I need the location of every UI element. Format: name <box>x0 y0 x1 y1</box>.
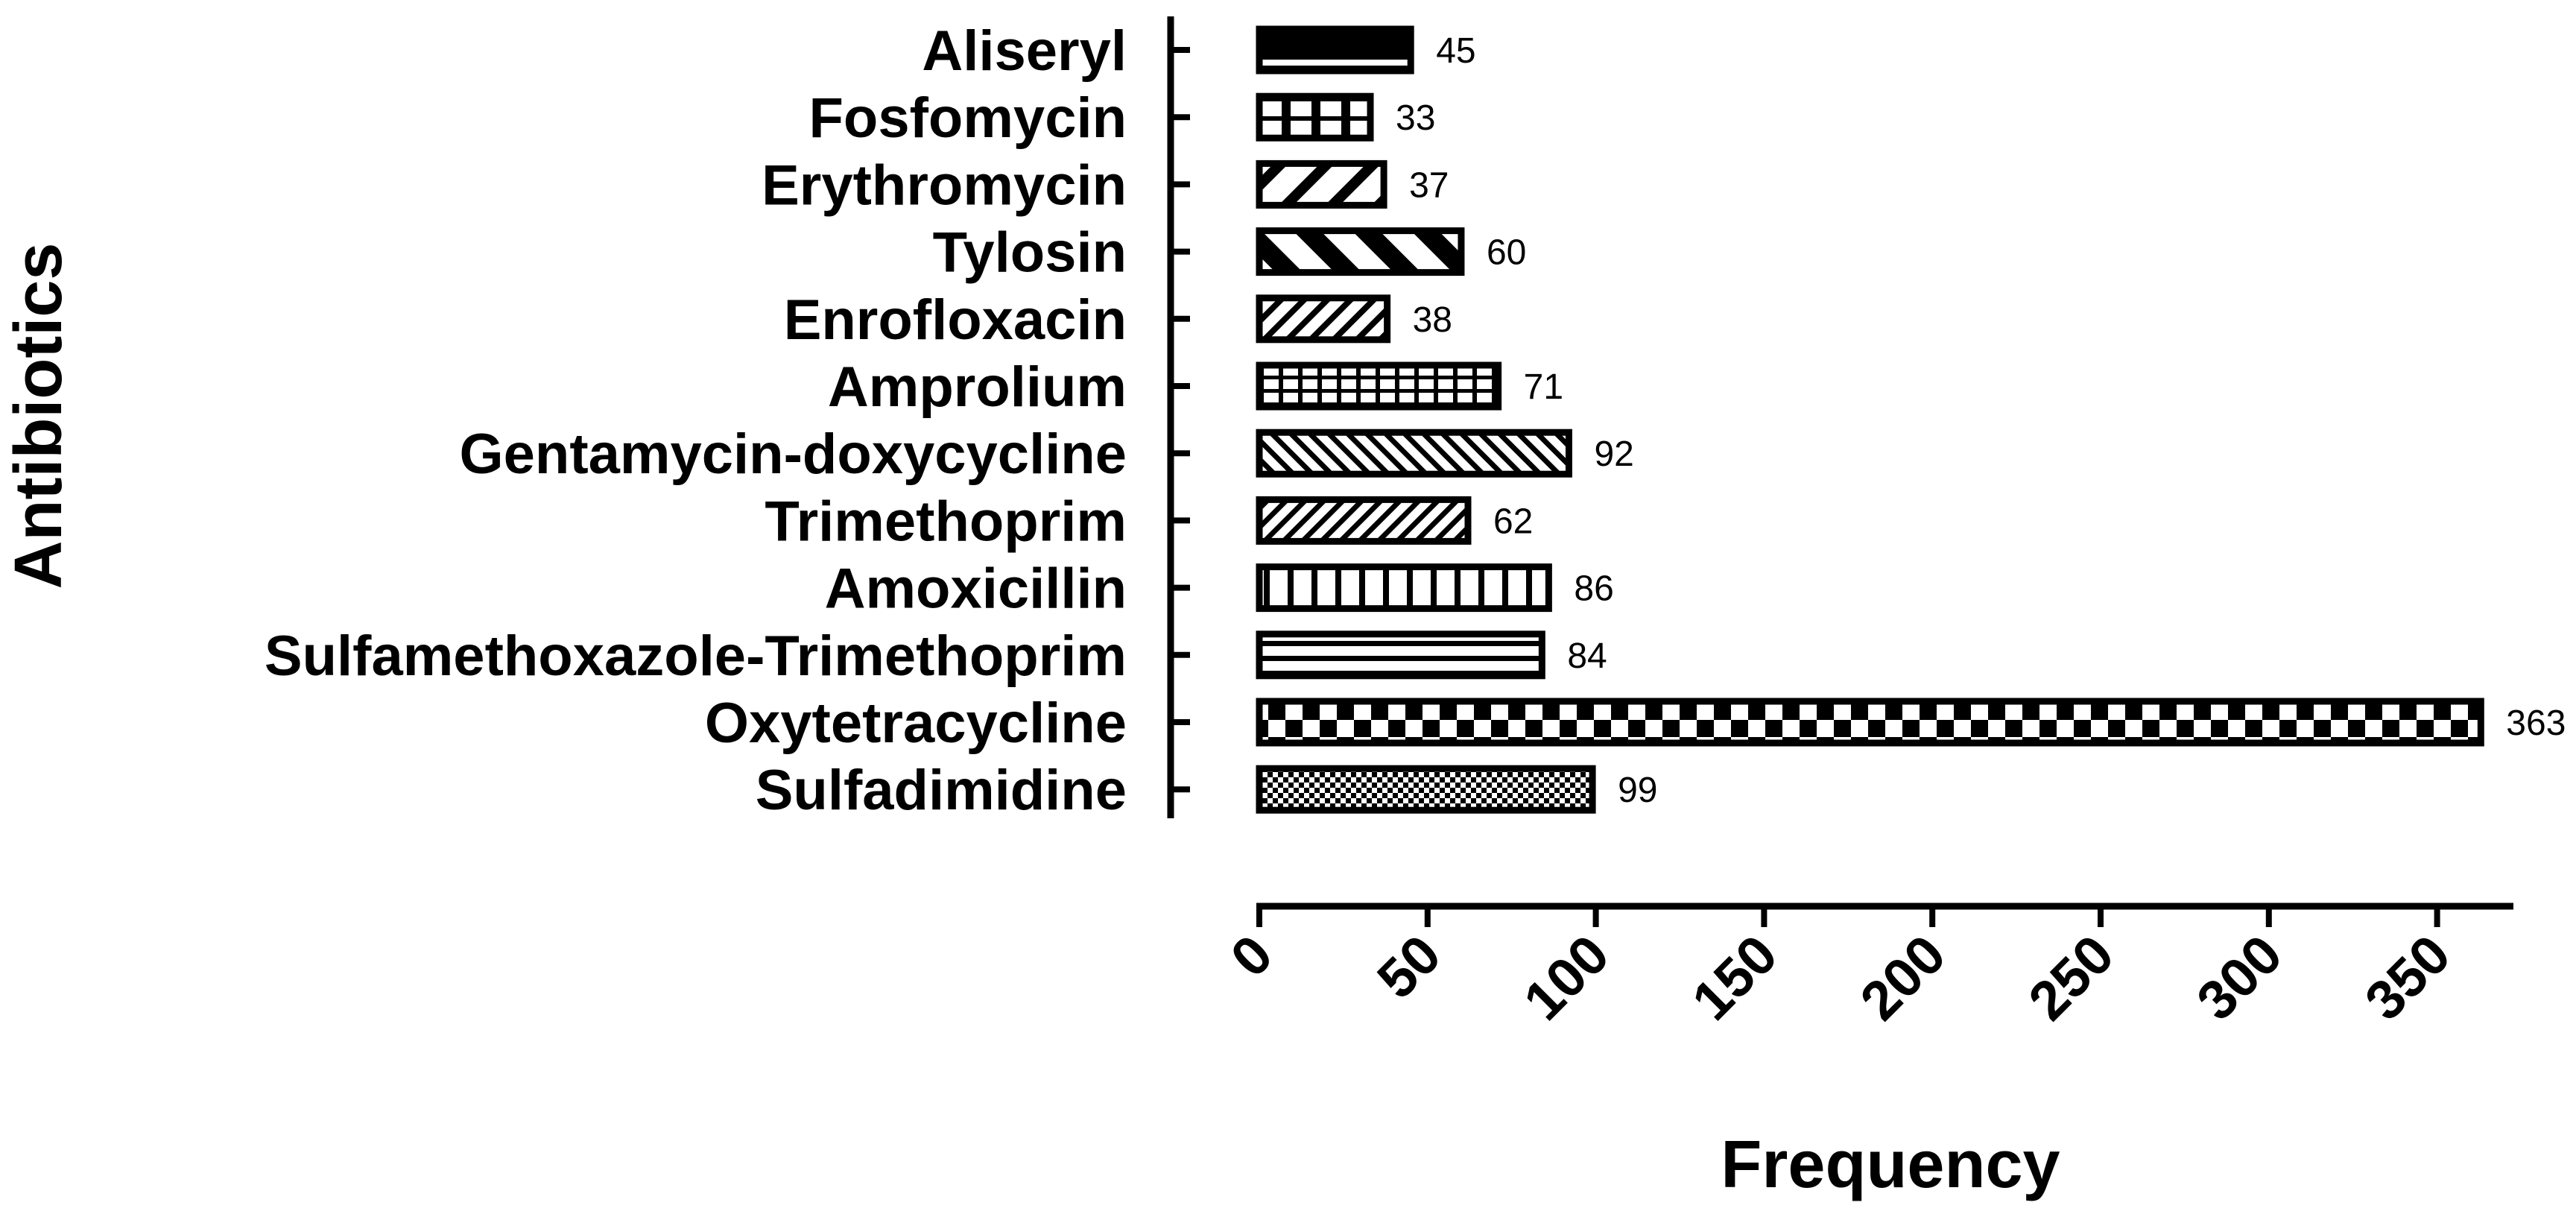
value-label: 92 <box>1594 434 1633 474</box>
value-label: 363 <box>2506 704 2566 743</box>
value-label: 84 <box>1567 636 1607 676</box>
category-label: Gentamycin-doxycycline <box>460 423 1127 486</box>
category-label: Tylosin <box>933 221 1127 285</box>
value-label: 37 <box>1409 165 1449 205</box>
bar <box>1256 361 1502 411</box>
value-label: 99 <box>1618 771 1657 810</box>
x-axis-title: Frequency <box>1721 1128 2060 1202</box>
bar <box>1256 630 1545 680</box>
x-tick-label: 300 <box>2185 923 2294 1032</box>
category-label: Erythromycin <box>762 154 1127 217</box>
category-label: Amprolium <box>828 355 1127 419</box>
category-label: Oxytetracycline <box>705 692 1127 755</box>
bar <box>1256 563 1552 613</box>
x-tick-label: 0 <box>1219 923 1285 989</box>
bar <box>1256 496 1472 545</box>
bar <box>1256 429 1572 478</box>
category-label: Sulfamethoxazole-Trimethoprim <box>265 625 1127 688</box>
x-tick-label: 50 <box>1365 923 1452 1011</box>
bar <box>1256 698 2484 747</box>
bar <box>1256 25 1414 75</box>
x-tick-label: 250 <box>2016 923 2125 1032</box>
category-label: Amoxicillin <box>825 557 1127 621</box>
bar <box>1256 227 1465 276</box>
bar <box>1256 92 1374 142</box>
x-tick-label: 200 <box>1849 923 1958 1032</box>
value-label: 38 <box>1413 300 1452 340</box>
category-label: Aliseryl <box>922 19 1127 83</box>
x-tick-label: 150 <box>1680 923 1789 1032</box>
value-label: 71 <box>1524 367 1563 407</box>
category-label: Trimethoprim <box>765 490 1127 553</box>
bar <box>1256 765 1596 814</box>
x-axis: 0 50 100 150 200 250 300 350 <box>1219 903 2513 1032</box>
x-tick-label: 350 <box>2353 923 2462 1032</box>
value-label: 62 <box>1493 502 1533 541</box>
y-axis: AliserylFosfomycinErythromycinTylosinEnr… <box>265 16 1190 822</box>
y-axis-title: Antibiotics <box>1 243 76 589</box>
category-label: Enrofloxacin <box>784 288 1127 352</box>
x-tick-label: 100 <box>1512 923 1621 1032</box>
value-label: 60 <box>1487 233 1526 273</box>
value-label: 86 <box>1574 569 1613 609</box>
category-label: Sulfadimidine <box>756 759 1127 822</box>
bar <box>1256 159 1387 209</box>
value-label: 45 <box>1436 31 1475 71</box>
category-label: Fosfomycin <box>809 86 1127 150</box>
value-label: 33 <box>1396 98 1435 138</box>
bar <box>1256 294 1391 344</box>
